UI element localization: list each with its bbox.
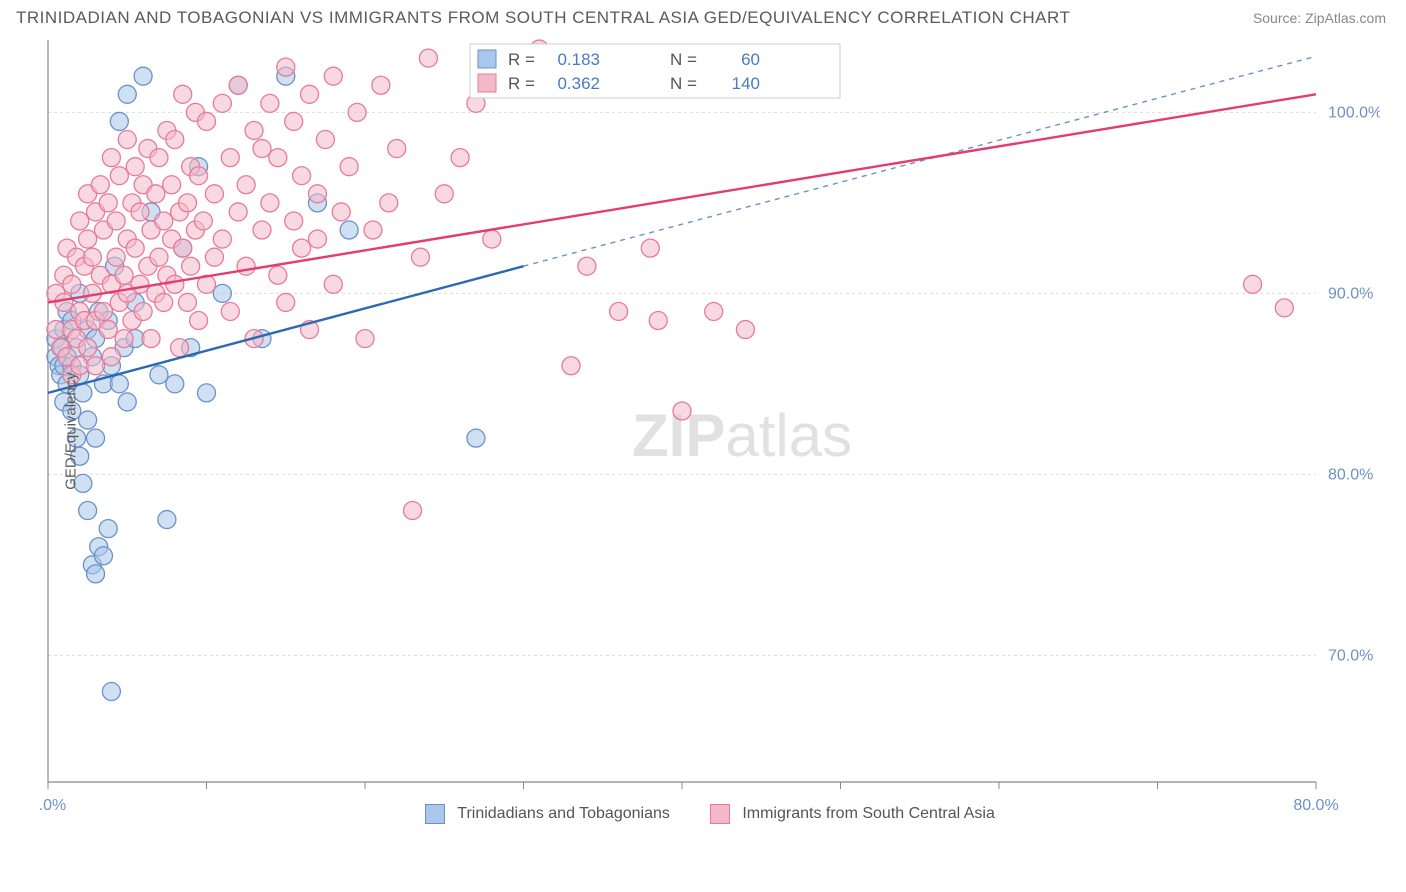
legend-swatch-trinidadian: [425, 804, 445, 824]
chart-title: TRINIDADIAN AND TOBAGONIAN VS IMMIGRANTS…: [16, 8, 1070, 28]
y-axis-label: GED/Equivalency: [62, 372, 79, 490]
legend-item-trinidadian: Trinidadians and Tobagonians: [425, 804, 670, 824]
chart-header: TRINIDADIAN AND TOBAGONIAN VS IMMIGRANTS…: [0, 0, 1406, 32]
legend-swatch-sca: [710, 804, 730, 824]
chart-container: GED/Equivalency 70.0%80.0%90.0%100.0%0.0…: [40, 36, 1380, 826]
svg-text:100.0%: 100.0%: [1328, 104, 1380, 121]
legend-item-sca: Immigrants from South Central Asia: [710, 804, 995, 824]
svg-text:0.183: 0.183: [557, 50, 600, 69]
svg-text:140: 140: [732, 74, 760, 93]
source-link[interactable]: ZipAtlas.com: [1305, 10, 1386, 26]
svg-text:N =: N =: [670, 50, 697, 69]
scatter-plot: 70.0%80.0%90.0%100.0%0.0%80.0%ZIPatlasR …: [40, 36, 1380, 826]
legend-bottom: Trinidadians and Tobagonians Immigrants …: [40, 804, 1380, 824]
svg-text:ZIPatlas: ZIPatlas: [632, 402, 852, 469]
svg-text:R =: R =: [508, 50, 535, 69]
svg-text:R =: R =: [508, 74, 535, 93]
svg-text:60: 60: [741, 50, 760, 69]
source-attribution: Source: ZipAtlas.com: [1253, 10, 1386, 26]
svg-text:90.0%: 90.0%: [1328, 285, 1373, 302]
svg-text:N =: N =: [670, 74, 697, 93]
svg-text:70.0%: 70.0%: [1328, 647, 1373, 664]
svg-text:80.0%: 80.0%: [1328, 466, 1373, 483]
svg-text:0.362: 0.362: [557, 74, 600, 93]
